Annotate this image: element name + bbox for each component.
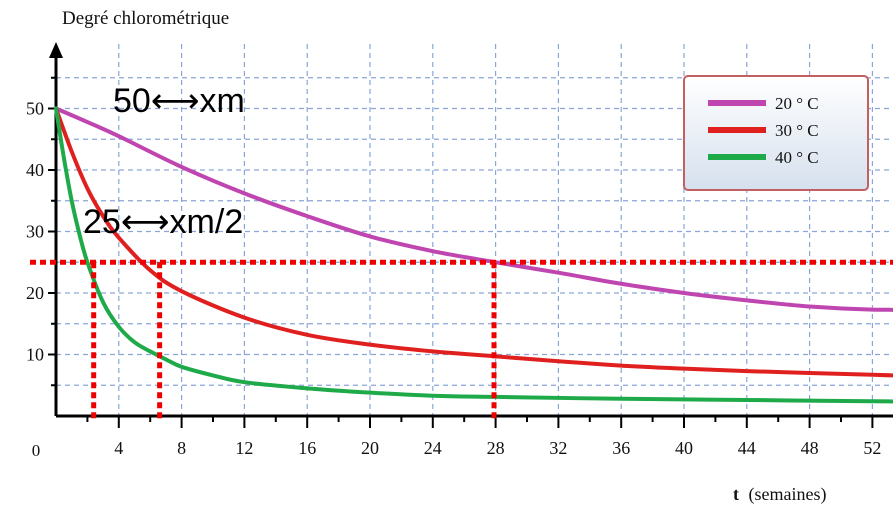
series-line-3 bbox=[54, 106, 893, 404]
x-axis-var: t bbox=[733, 484, 739, 504]
x-tick-label: 48 bbox=[801, 438, 819, 458]
y-tick-label: 40 bbox=[26, 160, 44, 180]
grid bbox=[56, 44, 893, 416]
x-tick-label: 4 bbox=[114, 438, 123, 458]
x-tick-label: 44 bbox=[738, 438, 756, 458]
series-line-2 bbox=[54, 106, 893, 378]
x-tick-label: 28 bbox=[487, 438, 505, 458]
half-life-guides bbox=[30, 259, 893, 420]
y-tick-label: 20 bbox=[26, 283, 44, 303]
legend-label-3: 40 ° C bbox=[775, 148, 819, 167]
annotation-half-xm: 25⟷xm/2 bbox=[83, 203, 243, 241]
y-axis-title: Degré chlorométrique bbox=[62, 8, 229, 29]
x-tick-label: 16 bbox=[298, 438, 316, 458]
legend-label-2: 30 ° C bbox=[775, 121, 819, 140]
legend: 20 ° C 30 ° C 40 ° C bbox=[683, 75, 869, 191]
x-tick-label: 12 bbox=[235, 438, 253, 458]
x-tick-label: 36 bbox=[612, 438, 630, 458]
y-tick-label: 30 bbox=[26, 222, 44, 242]
x-tick-label: 8 bbox=[177, 438, 186, 458]
x-axis-unit: (semaines) bbox=[749, 484, 827, 505]
x-tick-label: 20 bbox=[361, 438, 379, 458]
axes bbox=[48, 42, 893, 428]
x-tick-label: 24 bbox=[424, 438, 442, 458]
y-axis-arrow bbox=[49, 42, 63, 58]
x-axis-title: t (semaines) bbox=[733, 484, 826, 505]
y-tick-label: 10 bbox=[26, 345, 44, 365]
x-tick-label: 40 bbox=[675, 438, 693, 458]
x-tick-label: 52 bbox=[863, 438, 881, 458]
series-lines bbox=[54, 106, 893, 404]
series-line-1 bbox=[54, 106, 893, 312]
origin-label: 0 bbox=[32, 441, 41, 460]
legend-label-1: 20 ° C bbox=[775, 94, 819, 113]
annotation-xm: 50⟷xm bbox=[113, 82, 245, 120]
x-tick-label: 32 bbox=[549, 438, 567, 458]
y-tick-label: 50 bbox=[26, 99, 44, 119]
